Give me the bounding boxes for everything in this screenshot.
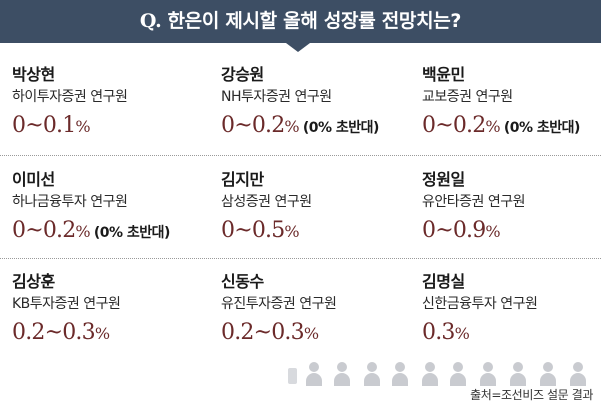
analyst-name: 박상현 — [12, 65, 55, 84]
analyst-card: 김명실 신한금융투자 연구원 0.3% — [422, 272, 601, 349]
person-icon — [480, 362, 496, 386]
analyst-name: 정원일 — [422, 170, 465, 189]
forecast-value: 0~0.1% — [12, 113, 91, 138]
person-icon — [422, 362, 438, 386]
analyst-card: 백윤민 교보증권 연구원 0~0.2% (0% 초반대) — [422, 65, 601, 142]
analyst-card: 김지만 삼성증권 연구원 0~0.5% — [221, 170, 416, 247]
analyst-name: 백윤민 — [422, 65, 465, 84]
analyst-card: 김상훈 KB투자증권 연구원 0.2~0.3% — [12, 272, 207, 349]
person-icon — [450, 362, 466, 386]
source-caption: 출처=조선비즈 설문 결과 — [470, 388, 593, 402]
forecast-value: 0~0.2% (0% 초반대) — [221, 113, 379, 138]
question-text: 한은이 제시할 올해 성장률 전망치는? — [167, 10, 462, 32]
analyst-org: 하이투자증권 연구원 — [12, 89, 128, 105]
forecast-value: 0~0.9% — [422, 218, 501, 243]
analyst-org: 유안타증권 연구원 — [422, 194, 526, 210]
analyst-name: 김상훈 — [12, 272, 55, 291]
analyst-name: 김명실 — [422, 272, 465, 291]
analyst-org: KB투자증권 연구원 — [12, 296, 121, 312]
analyst-org: 유진투자증권 연구원 — [221, 296, 337, 312]
person-icon — [570, 362, 586, 386]
analyst-org: 교보증권 연구원 — [422, 89, 513, 105]
row-divider — [0, 155, 601, 156]
header-banner: Q. 한은이 제시할 올해 성장률 전망치는? — [0, 0, 601, 43]
analyst-name: 신동수 — [221, 272, 264, 291]
forecast-value: 0~0.5% — [221, 218, 300, 243]
microphone-icon — [288, 368, 297, 384]
analyst-name: 김지만 — [221, 170, 264, 189]
header-pointer — [286, 43, 310, 52]
analyst-card: 신동수 유진투자증권 연구원 0.2~0.3% — [221, 272, 416, 349]
analyst-org: 하나금융투자 연구원 — [12, 194, 128, 210]
forecast-value: 0.2~0.3% — [221, 320, 319, 345]
analyst-name: 강승원 — [221, 65, 264, 84]
person-icon — [540, 362, 556, 386]
analyst-org: 삼성증권 연구원 — [221, 194, 312, 210]
crowd-illustration-icon — [288, 362, 601, 386]
row-divider — [0, 258, 601, 259]
forecast-value: 0.3% — [422, 320, 470, 345]
analyst-card: 박상현 하이투자증권 연구원 0~0.1% — [12, 65, 207, 142]
analyst-org: NH투자증권 연구원 — [221, 89, 332, 105]
analyst-card: 정원일 유안타증권 연구원 0~0.9% — [422, 170, 601, 247]
person-icon — [392, 362, 408, 386]
analyst-card: 강승원 NH투자증권 연구원 0~0.2% (0% 초반대) — [221, 65, 416, 142]
person-icon — [510, 362, 526, 386]
analyst-card: 이미선 하나금융투자 연구원 0~0.2% (0% 초반대) — [12, 170, 207, 247]
forecast-value: 0.2~0.3% — [12, 320, 110, 345]
person-icon — [306, 362, 322, 386]
forecast-value: 0~0.2% (0% 초반대) — [422, 113, 580, 138]
analyst-org: 신한금융투자 연구원 — [422, 296, 538, 312]
analyst-name: 이미선 — [12, 170, 55, 189]
question-marker: Q. — [139, 10, 162, 32]
person-icon — [334, 362, 350, 386]
question-title: Q. 한은이 제시할 올해 성장률 전망치는? — [0, 0, 601, 43]
person-icon — [364, 362, 380, 386]
forecast-value: 0~0.2% (0% 초반대) — [12, 218, 170, 243]
